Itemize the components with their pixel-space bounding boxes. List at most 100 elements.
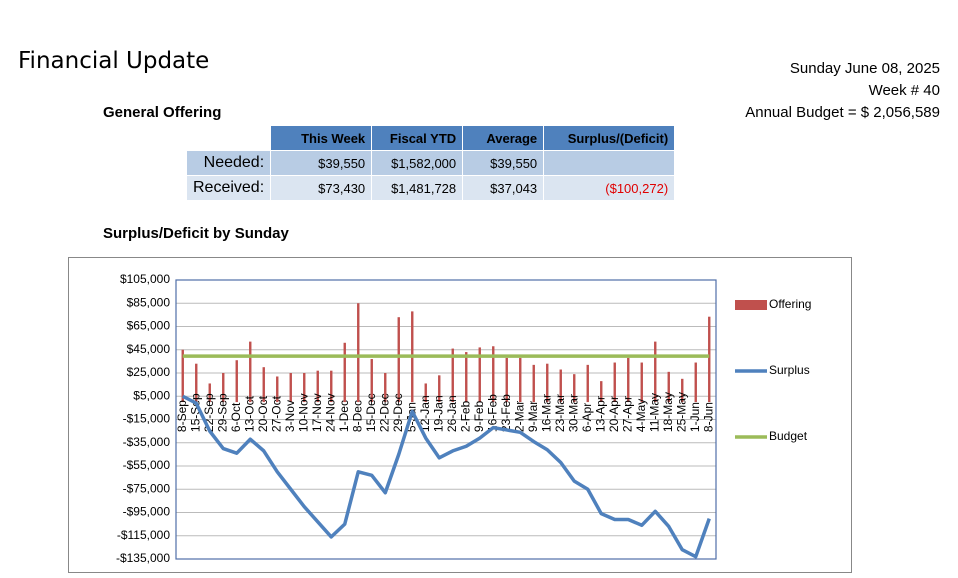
x-tick-label: 11-May — [647, 393, 661, 432]
x-tick-label: 6-Oct — [229, 402, 243, 432]
y-tick-label: $5,000 — [133, 388, 170, 402]
x-tick-label: 17-Nov — [310, 393, 324, 432]
x-tick-label: 29-Sep — [215, 393, 229, 432]
x-tick-label: 25-May — [674, 392, 688, 432]
x-tick-label: 19-Jan — [431, 395, 445, 432]
bar — [708, 316, 711, 403]
line — [181, 394, 711, 559]
x-tick-label: 9-Feb — [472, 400, 486, 432]
x-tick-label: 9-Mar — [526, 401, 540, 432]
x-tick-label: 26-Jan — [445, 395, 459, 432]
bar — [559, 369, 562, 403]
y-tick-label: -$95,000 — [123, 505, 171, 519]
plot-frame — [175, 279, 717, 560]
bar — [357, 303, 360, 403]
x-tick-label: 27-Apr — [620, 396, 634, 432]
empty-cell — [185, 125, 272, 151]
x-tick-label: 12-Jan — [418, 395, 432, 432]
column-header: Average — [462, 125, 545, 151]
title: Financial Update — [18, 48, 210, 74]
x-tick-label: 8-Sep — [175, 400, 189, 432]
bar — [627, 357, 630, 403]
bar — [249, 341, 252, 403]
bar — [478, 347, 481, 403]
legend-swatch — [735, 300, 767, 310]
y-tick-label: -$55,000 — [123, 458, 171, 472]
row: Received: $73,430 $1,481,728 $37,043 ($1… — [185, 175, 676, 201]
bar — [316, 370, 319, 403]
x-tick-label: 10-Nov — [296, 393, 310, 432]
y-tick-label: -$115,000 — [117, 528, 170, 542]
y-tick-label: -$35,000 — [123, 435, 171, 449]
cell: $73,430 — [270, 175, 373, 201]
x-tick-label: 15-Dec — [364, 393, 378, 432]
bar — [600, 381, 603, 403]
bar — [181, 349, 184, 403]
x-tick-label: 23-Mar — [553, 394, 567, 432]
bar — [235, 360, 238, 403]
x-tick-label: 13-Apr — [593, 396, 607, 432]
y-tick-label: -$75,000 — [123, 481, 171, 495]
section-title: General Offering — [103, 104, 222, 121]
bar — [640, 362, 643, 403]
x-tick-label: 2-Mar — [512, 401, 526, 432]
cell: ($100,272) — [543, 175, 676, 201]
x-tick-label: 20-Apr — [607, 396, 621, 432]
x-tick-label: 4-May — [634, 399, 648, 432]
x-tick-label: 24-Nov — [323, 393, 337, 432]
cell: $37,043 — [462, 175, 545, 201]
x-tick-label: 1-Jun — [688, 402, 702, 432]
bar — [586, 364, 589, 403]
x-tick-label: 13-Oct — [242, 395, 256, 432]
bar — [262, 367, 265, 403]
bar — [289, 373, 292, 403]
x-tick-label: 1-Dec — [337, 400, 351, 432]
bar — [546, 363, 549, 403]
bar — [397, 317, 400, 403]
chart-title: Surplus/Deficit by Sunday — [103, 225, 289, 242]
bar — [330, 370, 333, 403]
bar — [195, 363, 198, 403]
row-label: Received: — [185, 175, 272, 201]
bar — [303, 373, 306, 403]
bar — [694, 362, 697, 403]
bar — [438, 375, 441, 403]
x-tick-label: 30-Mar — [566, 394, 580, 432]
x-tick-label: 8-Dec — [350, 400, 364, 432]
bar — [451, 348, 454, 403]
cell: $39,550 — [462, 150, 545, 176]
bar — [532, 364, 535, 403]
y-tick-label: $25,000 — [127, 365, 171, 379]
x-tick-label: 16-Mar — [539, 394, 553, 432]
bar — [519, 357, 522, 403]
y-tick-label: $65,000 — [127, 319, 171, 333]
bar — [654, 341, 657, 403]
bar — [276, 376, 279, 403]
bar — [613, 362, 616, 403]
budget: Annual Budget = $ 2,056,589 — [745, 104, 940, 121]
bar — [370, 359, 373, 403]
x-tick-label: 16-Feb — [485, 394, 499, 432]
bar — [222, 373, 225, 403]
x-tick-label: 8-Jun — [701, 402, 715, 432]
week: Week # 40 — [868, 82, 940, 99]
legend-label: Budget — [769, 429, 808, 443]
x-tick-label: 18-May — [661, 392, 675, 432]
cell: $1,582,000 — [371, 150, 464, 176]
header-row: This Week Fiscal YTD Average Surplus/(De… — [185, 125, 676, 151]
bar — [492, 346, 495, 403]
cell: $1,481,728 — [371, 175, 464, 201]
bar — [465, 352, 468, 403]
x-tick-label: 29-Dec — [391, 393, 405, 432]
row: Needed: $39,550 $1,582,000 $39,550 — [185, 150, 676, 176]
x-tick-label: 20-Oct — [256, 395, 270, 432]
x-tick-label: 27-Oct — [269, 395, 283, 432]
y-tick-label: -$15,000 — [123, 412, 171, 426]
column-header: Fiscal YTD — [371, 125, 464, 151]
x-tick-label: 23-Feb — [499, 394, 513, 432]
x-tick-label: 22-Dec — [377, 393, 391, 432]
y-tick-label: -$135,000 — [116, 551, 170, 565]
bar — [667, 371, 670, 403]
